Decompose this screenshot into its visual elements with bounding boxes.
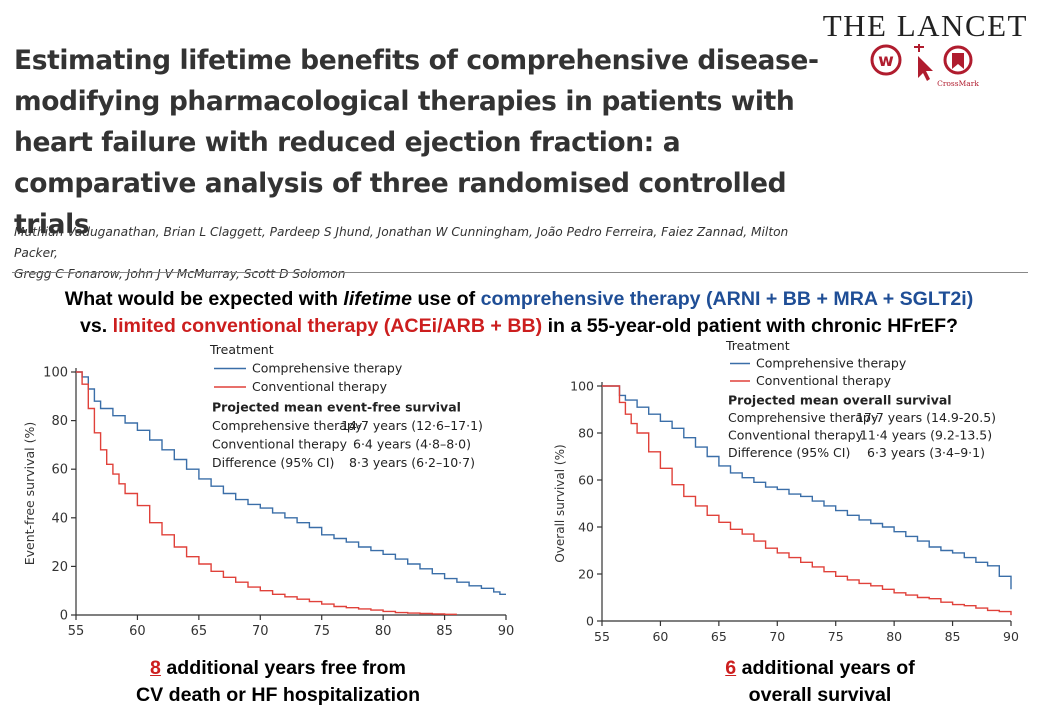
y-tick-label: 80 xyxy=(51,414,68,429)
y-tick-label: 100 xyxy=(43,366,68,381)
stats-row-value: 8·3 years (6·2–10·7) xyxy=(349,455,475,470)
comparison-question: What would be expected with lifetime use… xyxy=(0,286,1038,340)
x-tick-label: 90 xyxy=(498,624,515,639)
stats-row-label: Difference (95% CI) xyxy=(212,455,334,470)
y-axis-label: Overall survival (%) xyxy=(553,444,567,562)
legend-entry: Conventional therapy xyxy=(252,379,388,394)
x-tick-label: 85 xyxy=(436,624,453,639)
summary-left: 8 additional years free from CV death or… xyxy=(58,655,498,709)
stats-row-label: Difference (95% CI) xyxy=(728,445,850,460)
stats-row-value: 17·7 years (14.9-20.5) xyxy=(856,410,996,425)
stats-row-value: 11·4 years (9.2-13.5) xyxy=(860,428,992,443)
x-tick-label: 65 xyxy=(191,624,208,639)
stats-row-label: Conventional therapy xyxy=(728,428,864,443)
cursor-icon xyxy=(914,44,933,81)
authors-line-2: Gregg C Fonarow, John J V McMurray, Scot… xyxy=(14,267,346,281)
y-tick-label: 40 xyxy=(578,520,594,535)
legend-entry: Conventional therapy xyxy=(756,373,892,388)
question-emphasis: lifetime xyxy=(343,288,412,310)
x-tick-label: 65 xyxy=(711,629,727,643)
legend-title: Treatment xyxy=(209,342,274,357)
stats-row-label: Comprehensive therapy xyxy=(212,418,363,433)
stats-heading: Projected mean overall survival xyxy=(728,393,952,408)
x-tick-label: 60 xyxy=(652,629,668,643)
stats-row-label: Conventional therapy xyxy=(212,437,348,452)
overall-survival-chart: 0 20 40 60 80 100 55 60 65 70 75 80 85 90 Overall surv… xyxy=(553,338,1019,643)
summary-left-text: additional years free from xyxy=(160,657,406,679)
conventional-therapy-label: limited conventional therapy (ACEi/ARB +… xyxy=(112,315,543,337)
summary-right: 6 additional years of overall survival xyxy=(600,655,1038,709)
y-tick-label: 0 xyxy=(60,609,68,624)
x-tick-label: 55 xyxy=(68,624,85,639)
y-axis-label: Event-free survival (%) xyxy=(22,422,37,566)
y-tick-label: 20 xyxy=(578,567,594,582)
y-tick-label: 40 xyxy=(51,511,68,526)
y-tick-label: 100 xyxy=(570,379,594,394)
x-tick-label: 70 xyxy=(252,624,269,639)
y-tick-label: 60 xyxy=(51,463,68,478)
question-text-2: use of xyxy=(412,288,481,310)
authors-line-1: Muthiah Vaduganathan, Brian L Claggett, … xyxy=(14,225,789,260)
paper-title: Estimating lifetime benefits of comprehe… xyxy=(14,45,819,240)
comprehensive-therapy-line xyxy=(602,385,1012,590)
stats-row-value: 6·3 years (3·4–9·1) xyxy=(867,445,985,460)
y-tick-label: 60 xyxy=(578,473,594,488)
author-list: Muthiah Vaduganathan, Brian L Claggett, … xyxy=(14,222,814,285)
y-tick-label: 80 xyxy=(578,426,594,441)
question-text-1: What would be expected with xyxy=(64,288,344,310)
question-text-3: vs. xyxy=(79,315,113,337)
x-tick-label: 80 xyxy=(886,629,902,643)
summary-right-line2: overall survival xyxy=(748,684,892,706)
stats-row-value: 6·4 years (4·8–8·0) xyxy=(353,437,471,452)
question-text-4: in a 55-year-old patient with chronic HF… xyxy=(542,315,959,337)
x-tick-label: 90 xyxy=(1003,629,1019,643)
summary-left-number: 8 xyxy=(150,657,161,679)
conventional-therapy-line xyxy=(602,385,1012,616)
event-free-survival-chart: 0 20 40 60 80 100 55 60 65 70 75 80 85 90 Event-free s… xyxy=(22,342,515,639)
legend-title: Treatment xyxy=(725,338,790,353)
stats-row-value: 14·7 years (12·6–17·1) xyxy=(341,418,483,433)
conventional-therapy-line xyxy=(76,371,457,615)
x-tick-label: 55 xyxy=(594,629,610,643)
summary-right-text: additional years of xyxy=(736,657,915,679)
legend-entry: Comprehensive therapy xyxy=(756,356,907,371)
journal-name: THE LANCET xyxy=(822,8,1028,43)
x-tick-label: 70 xyxy=(769,629,785,643)
svg-text:w: w xyxy=(878,51,894,71)
lancet-logo: w CrossMark xyxy=(870,44,979,88)
comprehensive-therapy-line xyxy=(76,371,506,595)
comprehensive-therapy-label: comprehensive therapy (ARNI + BB + MRA +… xyxy=(480,288,974,310)
x-tick-label: 85 xyxy=(945,629,961,643)
crossmark-label: CrossMark xyxy=(937,79,979,88)
at-symbol-icon: w xyxy=(870,44,902,76)
x-tick-label: 60 xyxy=(129,624,146,639)
y-tick-label: 0 xyxy=(586,614,594,629)
x-tick-label: 75 xyxy=(313,624,330,639)
stats-row-label: Comprehensive therapy xyxy=(728,410,879,425)
x-tick-label: 75 xyxy=(828,629,844,643)
summary-right-number: 6 xyxy=(725,657,737,679)
stats-heading: Projected mean event-free survival xyxy=(212,400,461,415)
y-tick-label: 20 xyxy=(51,560,68,575)
crossmark-icon xyxy=(943,45,973,75)
summary-left-line2: CV death or HF hospitalization xyxy=(135,684,421,706)
x-tick-label: 80 xyxy=(375,624,392,639)
header-divider xyxy=(12,272,1028,273)
legend-entry: Comprehensive therapy xyxy=(252,361,403,376)
